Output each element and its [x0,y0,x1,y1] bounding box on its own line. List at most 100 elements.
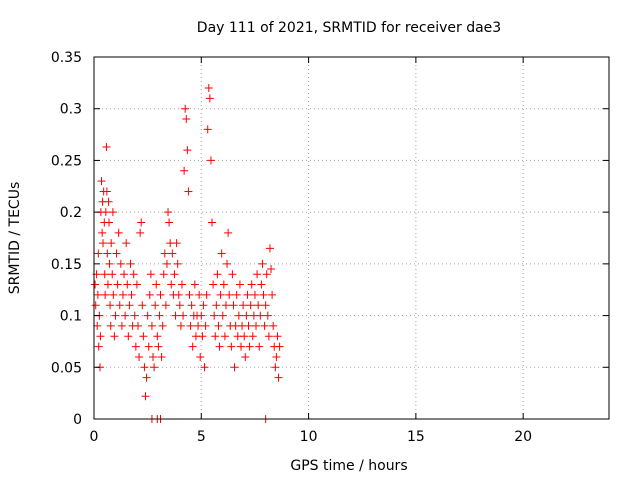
data-point [103,249,112,258]
data-point [104,197,113,206]
y-tick-label: 0.3 [60,102,82,118]
data-point [105,259,114,268]
data-point [257,280,266,289]
data-point [259,290,268,299]
data-point [159,270,168,279]
data-point [133,321,142,330]
data-point [198,332,207,341]
data-point [176,321,185,330]
data-point [188,342,197,351]
data-point [263,311,272,320]
data-point [221,301,230,310]
data-point [91,280,100,289]
data-point [218,311,227,320]
data-point [261,301,270,310]
data-point [94,342,103,351]
data-point [145,290,154,299]
data-point [168,249,177,258]
data-point [243,290,252,299]
x-tick-label: 10 [300,429,318,445]
data-point [112,249,121,258]
x-axis-label: GPS time / hours [290,458,407,474]
data-point [232,290,241,299]
data-point [123,280,132,289]
data-point [272,352,281,361]
data-point [201,321,210,330]
data-point [206,156,215,165]
chart-title: Day 111 of 2021, SRMTID for receiver dae… [197,20,501,36]
data-point [202,290,211,299]
data-point [102,142,111,151]
data-point [102,187,111,196]
data-point [182,115,191,124]
data-point [108,208,117,217]
data-point [131,342,140,351]
data-point [96,332,105,341]
data-point [196,352,205,361]
data-point [215,342,224,351]
y-axis-label: SRMTID / TECUs [7,182,23,295]
data-point [120,270,129,279]
data-point [111,311,120,320]
y-tick-label: 0 [73,412,82,428]
data-point [241,352,250,361]
data-point [242,311,251,320]
data-point [124,332,133,341]
data-point [273,332,282,341]
data-point [205,94,214,103]
data-point [101,208,110,217]
y-tick-label: 0.05 [51,360,82,376]
data-point [165,218,174,227]
y-tick-label: 0.2 [60,205,82,221]
data-point [252,321,261,330]
data-point [146,270,155,279]
data-point [258,259,267,268]
data-point [256,311,265,320]
data-point [269,321,278,330]
data-point [186,321,195,330]
data-point [162,259,171,268]
data-point [172,239,181,248]
data-point [153,332,162,341]
data-point [203,125,212,134]
data-point [228,270,237,279]
x-tick-label: 0 [90,429,99,445]
data-point [110,332,119,341]
data-point [235,280,244,289]
gridlines [94,57,609,419]
data-point [174,290,183,299]
data-point [190,280,199,289]
data-point [158,321,167,330]
data-point [240,332,249,341]
data-point [127,290,136,299]
data-point [173,259,182,268]
data-point [150,363,159,372]
data-point [107,239,116,248]
data-point [164,208,173,217]
data-point [210,311,219,320]
data-point [245,342,254,351]
data-point [219,280,228,289]
data-point [246,301,255,310]
data-point [199,301,208,310]
data-point [213,270,222,279]
data-point [141,392,150,401]
data-point [143,311,152,320]
data-point [147,321,156,330]
data-point [122,239,131,248]
data-points [91,84,284,423]
data-point [115,301,124,310]
data-point [109,290,118,299]
data-point [227,342,236,351]
data-point [152,280,161,289]
data-point [195,290,204,299]
data-point [208,218,217,227]
data-point [126,259,135,268]
data-point [138,301,147,310]
data-point [135,352,144,361]
data-point [216,290,225,299]
data-point [160,249,169,258]
data-point [255,342,264,351]
data-point [156,290,165,299]
